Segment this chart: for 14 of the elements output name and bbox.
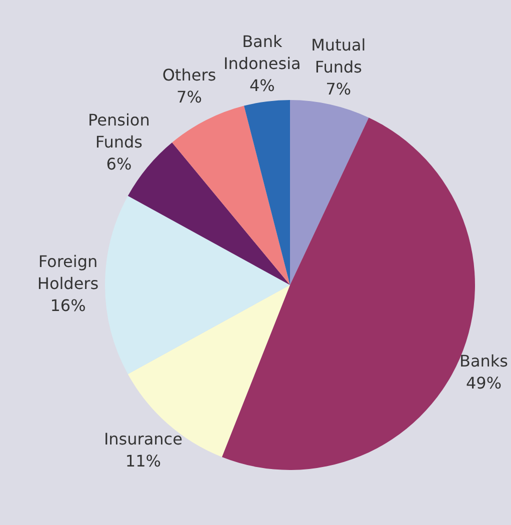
data-label: 49% xyxy=(466,373,502,392)
data-label: 7% xyxy=(326,80,352,99)
data-label: 7% xyxy=(176,87,202,106)
data-label: 4% xyxy=(249,76,275,95)
slice-label: Foreign Holders xyxy=(37,252,99,294)
data-label: 11% xyxy=(125,452,161,471)
data-label: 16% xyxy=(50,296,86,316)
slice-label: Banks xyxy=(459,351,508,370)
slice-label: Pension Funds xyxy=(88,110,150,152)
slice-label: Mutual Funds xyxy=(311,36,366,77)
slice-label: Others xyxy=(162,65,216,84)
slice-label: Bank Indonesia xyxy=(223,32,301,73)
slice-label: Insurance xyxy=(104,430,182,449)
data-label: 6% xyxy=(106,154,132,174)
